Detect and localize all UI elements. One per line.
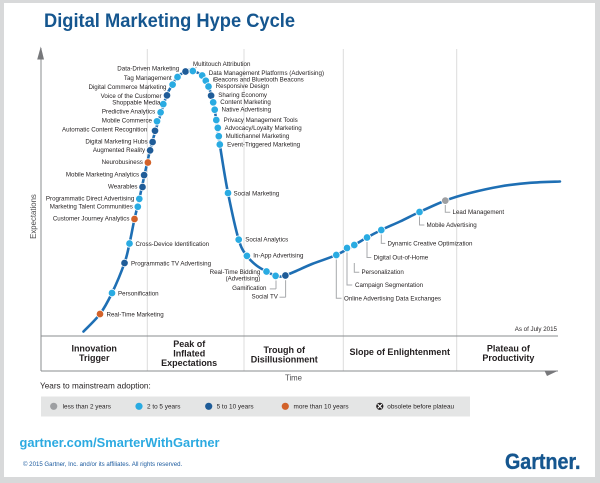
svg-text:Privacy Management Tools: Privacy Management Tools xyxy=(224,117,298,124)
svg-text:(Advertising): (Advertising) xyxy=(226,275,261,282)
svg-text:Social Analytics: Social Analytics xyxy=(245,236,288,243)
svg-text:Innovation: Innovation xyxy=(71,344,117,354)
svg-text:Programmatic TV Advertising: Programmatic TV Advertising xyxy=(131,260,212,267)
svg-text:2 to 5 years: 2 to 5 years xyxy=(147,404,180,411)
svg-text:Advocacy/Loyalty Marketing: Advocacy/Loyalty Marketing xyxy=(225,125,303,132)
svg-text:Digital Marketing Hubs: Digital Marketing Hubs xyxy=(85,138,147,145)
svg-text:Real-Time Bidding: Real-Time Bidding xyxy=(210,269,261,276)
svg-text:Years to mainstream adoption:: Years to mainstream adoption: xyxy=(40,381,151,390)
svg-text:Responsive Design: Responsive Design xyxy=(216,83,270,90)
svg-text:Content Marketing: Content Marketing xyxy=(220,99,271,106)
svg-text:Personalization: Personalization xyxy=(362,269,405,276)
svg-text:Mobile Commerce: Mobile Commerce xyxy=(102,117,153,124)
svg-text:Expectations: Expectations xyxy=(161,358,217,368)
svg-text:Online Advertising Data Exchan: Online Advertising Data Exchanges xyxy=(344,295,441,302)
svg-text:Plateau of: Plateau of xyxy=(487,344,531,354)
svg-text:Productivity: Productivity xyxy=(482,353,534,363)
svg-text:Gamification: Gamification xyxy=(232,285,267,292)
svg-text:© 2015 Gartner, Inc. and/or it: © 2015 Gartner, Inc. and/or its affiliat… xyxy=(23,461,182,468)
svg-text:Gartner.: Gartner. xyxy=(505,449,581,474)
svg-text:Tag Management: Tag Management xyxy=(124,75,172,82)
svg-text:Sharing Economy: Sharing Economy xyxy=(218,92,268,99)
svg-text:Mobile Marketing Analytics: Mobile Marketing Analytics xyxy=(66,172,139,179)
svg-text:As of July 2015: As of July 2015 xyxy=(515,326,558,333)
svg-text:gartner.com/SmarterWithGartner: gartner.com/SmarterWithGartner xyxy=(20,435,220,450)
svg-text:Lead Management: Lead Management xyxy=(453,209,505,216)
svg-text:Shoppable Media: Shoppable Media xyxy=(112,99,161,106)
svg-text:5 to 10 years: 5 to 10 years xyxy=(217,404,254,411)
svg-text:Marketing Talent Communities: Marketing Talent Communities xyxy=(50,203,133,210)
svg-text:more than 10 years: more than 10 years xyxy=(294,404,349,411)
svg-text:Digital Marketing Hype Cycle: Digital Marketing Hype Cycle xyxy=(44,11,295,32)
svg-text:Native Advertising: Native Advertising xyxy=(222,106,272,113)
svg-text:Campaign Segmentation: Campaign Segmentation xyxy=(355,282,424,289)
svg-text:Trigger: Trigger xyxy=(79,353,110,363)
svg-text:Social Marketing: Social Marketing xyxy=(234,190,280,197)
svg-text:Dynamic Creative Optimization: Dynamic Creative Optimization xyxy=(388,240,473,247)
svg-text:Real-Time Marketing: Real-Time Marketing xyxy=(107,311,165,318)
svg-text:Digital Commerce Marketing: Digital Commerce Marketing xyxy=(88,84,167,91)
svg-text:In-App Advertising: In-App Advertising xyxy=(253,253,304,260)
svg-text:Expectations: Expectations xyxy=(29,194,38,239)
svg-text:Automatic Content Recognition: Automatic Content Recognition xyxy=(62,127,148,134)
svg-text:Neurobusiness: Neurobusiness xyxy=(102,159,143,166)
svg-text:Event-Triggered Marketing: Event-Triggered Marketing xyxy=(227,141,301,148)
svg-text:Cross-Device Identification: Cross-Device Identification xyxy=(136,241,210,248)
svg-text:Multitouch Attribution: Multitouch Attribution xyxy=(193,61,251,68)
svg-text:Voice of the Customer: Voice of the Customer xyxy=(101,93,162,100)
svg-text:iBeacons and Bluetooth Beacons: iBeacons and Bluetooth Beacons xyxy=(213,76,304,83)
svg-text:Trough of: Trough of xyxy=(264,345,306,355)
svg-text:Social TV: Social TV xyxy=(252,294,279,301)
svg-text:Programmatic Direct Advertisin: Programmatic Direct Advertising xyxy=(46,196,135,203)
svg-text:Digital Out-of-Home: Digital Out-of-Home xyxy=(374,254,429,261)
svg-text:Predictive Analytics: Predictive Analytics xyxy=(102,108,155,115)
svg-text:Time: Time xyxy=(285,374,302,383)
svg-text:Peak of: Peak of xyxy=(173,339,206,349)
svg-text:Multichannel Marketing: Multichannel Marketing xyxy=(226,133,290,140)
svg-text:Slope of Enlightenment: Slope of Enlightenment xyxy=(349,347,450,357)
svg-text:Data-Driven Marketing: Data-Driven Marketing xyxy=(117,66,179,73)
svg-text:Customer Journey Analytics: Customer Journey Analytics xyxy=(53,216,130,223)
svg-text:Personification: Personification xyxy=(118,290,159,297)
svg-text:Inflated: Inflated xyxy=(173,348,205,358)
svg-text:Wearables: Wearables xyxy=(108,184,137,191)
svg-text:Mobile Advertising: Mobile Advertising xyxy=(427,222,478,229)
svg-text:less than 2 years: less than 2 years xyxy=(63,404,111,411)
svg-text:Data Management Platforms (Adv: Data Management Platforms (Advertising) xyxy=(209,70,324,77)
svg-text:Disillusionment: Disillusionment xyxy=(251,354,318,364)
svg-text:Augmented Reality: Augmented Reality xyxy=(93,147,146,154)
svg-text:obsolete before plateau: obsolete before plateau xyxy=(387,404,454,411)
